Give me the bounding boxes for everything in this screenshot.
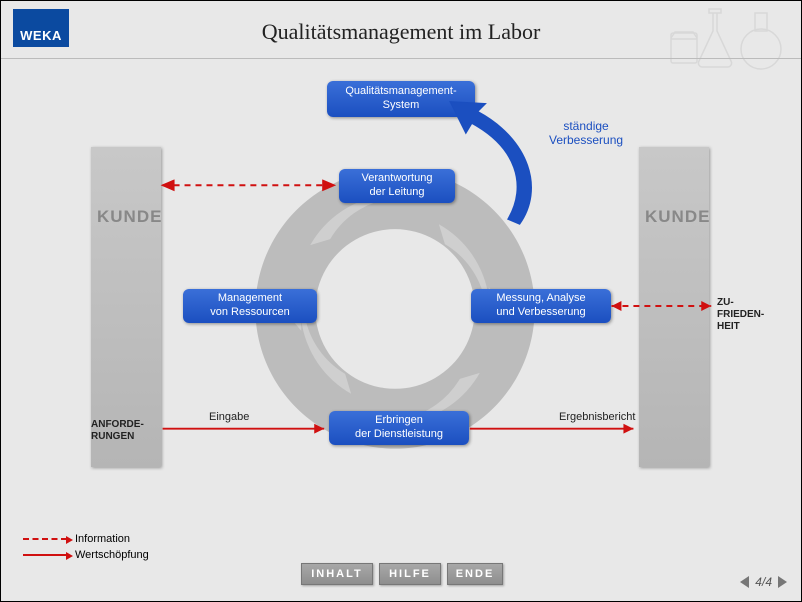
pillar-right-label: KUNDE — [645, 207, 710, 227]
pager: 4/4 — [740, 575, 787, 589]
node-qms[interactable]: Qualitätsmanagement- System — [327, 81, 475, 117]
legend-information: Information — [23, 533, 149, 545]
legend: Information Wertschöpfung — [23, 533, 149, 565]
brand-logo: WEKA — [13, 9, 69, 47]
node-ressourcen[interactable]: Management von Ressourcen — [183, 289, 317, 323]
legend-value-label: Wertschöpfung — [75, 549, 149, 561]
flow-input-label: Eingabe — [209, 411, 249, 423]
flow-output-label: Ergebnisbericht — [559, 411, 635, 423]
pillar-left-label: KUNDE — [97, 207, 162, 227]
page-indicator: 4/4 — [755, 575, 772, 589]
improvement-label: ständige Verbesserung — [549, 119, 623, 148]
diagram-canvas: KUNDE ANFORDE- RUNGEN KUNDE ZU- FRIEDEN-… — [1, 59, 801, 549]
legend-information-label: Information — [75, 533, 130, 545]
legend-line-solid-icon — [23, 554, 67, 556]
footer: INHALT HILFE ENDE 4/4 — [1, 563, 801, 595]
content-button[interactable]: INHALT — [301, 563, 373, 585]
header: WEKA Qualitätsmanagement im Labor — [1, 1, 801, 59]
help-button[interactable]: HILFE — [379, 563, 441, 585]
next-page-icon[interactable] — [778, 576, 787, 588]
prev-page-icon[interactable] — [740, 576, 749, 588]
pillar-right-sublabel: ZU- FRIEDEN- HEIT — [717, 297, 764, 333]
legend-value: Wertschöpfung — [23, 549, 149, 561]
node-messung[interactable]: Messung, Analyse und Verbesserung — [471, 289, 611, 323]
node-dienst[interactable]: Erbringen der Dienstleistung — [329, 411, 469, 445]
end-button[interactable]: ENDE — [447, 563, 503, 585]
pillar-right — [639, 147, 709, 467]
pillar-left-sublabel: ANFORDE- RUNGEN — [91, 419, 144, 443]
legend-line-dashed-icon — [23, 538, 67, 540]
node-leitung[interactable]: Verantwortung der Leitung — [339, 169, 455, 203]
